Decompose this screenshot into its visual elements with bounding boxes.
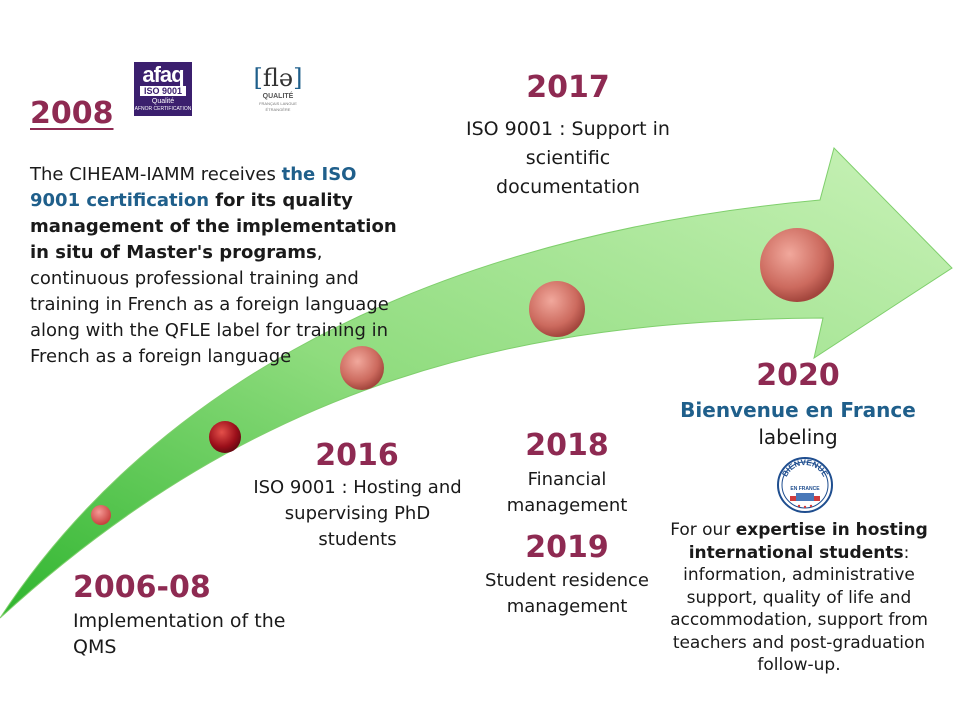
year-2019: 2019 [525, 530, 609, 565]
year-2008: 2008 [30, 96, 114, 131]
milestone-dot-2016 [340, 346, 384, 390]
text-2017: ISO 9001 : Support in scientific documen… [466, 118, 670, 198]
year-2020: 2020 [756, 358, 840, 393]
qfle-logo: [flə] QUALITÉ FRANÇAIS LANGUE ÉTRANGÈRE [253, 64, 303, 112]
text-2019: Student residence management [485, 570, 649, 617]
text-2020-label: labeling [758, 425, 838, 449]
svg-text:EN FRANCE: EN FRANCE [790, 486, 820, 492]
year-2018: 2018 [525, 428, 609, 463]
milestone-dot-2020 [760, 228, 834, 302]
year-2017: 2017 [526, 70, 610, 105]
text-2006-08: Implementation of the QMS [73, 610, 286, 658]
text-2018: Financial management [506, 469, 628, 516]
bienvenue-en-france-logo: BIENVENUE EN FRANCE [777, 457, 833, 513]
text-2020-description: For our expertise in hosting internation… [670, 520, 928, 675]
iso-9001-highlight: the ISO 9001 certification [30, 164, 357, 211]
bienvenue-en-france-highlight: Bienvenue en France [680, 398, 916, 422]
text-2008: The CIHEAM-IAMM receives the ISO 9001 ce… [30, 164, 397, 367]
milestone-dot-2006 [91, 505, 111, 525]
year-2016: 2016 [315, 438, 399, 473]
milestone-dot-2008 [209, 421, 241, 453]
text-2016: ISO 9001 : Hosting and supervising PhD s… [253, 477, 462, 550]
year-2006-08: 2006-08 [73, 570, 211, 605]
milestone-dot-2017 [529, 281, 585, 337]
green-arrow [0, 147, 953, 619]
afaq-iso-logo: afaq ISO 9001 Qualité AFNOR CERTIFICATIO… [134, 62, 192, 116]
